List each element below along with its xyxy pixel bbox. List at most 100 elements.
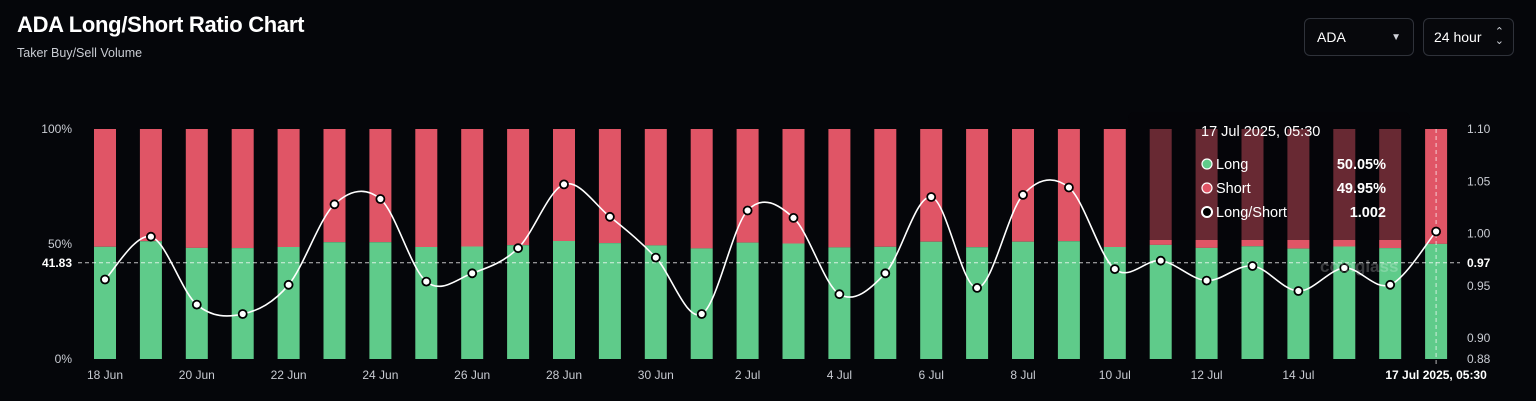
long-bar <box>553 241 575 359</box>
long-bar <box>1012 241 1034 359</box>
y-right-tick: 1.00 <box>1467 227 1491 241</box>
tooltip-value: 49.95% <box>1337 181 1386 197</box>
ratio-point <box>1018 189 1028 200</box>
ratio-point <box>742 205 753 216</box>
long-bar <box>966 247 989 359</box>
y-right-tick: 0.88 <box>1467 352 1491 366</box>
tooltip-value: 50.05% <box>1337 157 1386 173</box>
long-bar <box>1103 247 1126 359</box>
short-bar <box>874 129 897 247</box>
caret-down-icon: ▼ <box>1391 31 1401 43</box>
long-bar <box>828 247 851 359</box>
tooltip-label: Long/Short <box>1216 205 1287 221</box>
ratio-point <box>283 279 294 290</box>
ratio-point <box>191 299 202 310</box>
ratio-line <box>104 179 1437 317</box>
short-bar <box>507 129 530 246</box>
tooltip-title: 17 Jul 2025, 05:30 <box>1201 124 1320 140</box>
long-bar <box>139 241 162 359</box>
long-bar <box>874 246 897 359</box>
short-bar <box>598 129 621 244</box>
ratio-point <box>559 179 569 190</box>
long-bar <box>782 243 805 359</box>
long-bar <box>507 245 530 359</box>
interval-select-value: 24 hour <box>1434 29 1482 45</box>
x-tick: 8 Jul <box>1010 368 1035 382</box>
x-tick: 2 Jul <box>735 368 760 382</box>
short-bar <box>94 129 116 247</box>
short-bar <box>323 129 346 243</box>
short-bar <box>828 129 851 248</box>
ratio-point <box>1247 261 1258 271</box>
ratio-point <box>1064 182 1074 193</box>
tooltip-swatch-2 <box>1201 206 1213 218</box>
ratio-point <box>375 194 386 204</box>
ratio-point <box>513 243 523 254</box>
ratio-point <box>880 268 891 279</box>
ratio-point <box>696 309 707 319</box>
x-tick: 12 Jul <box>1191 368 1223 382</box>
crosshair-x-label-bg <box>1376 366 1494 384</box>
crosshair-right-label: 0.97 <box>1467 256 1491 270</box>
long-bar <box>369 242 392 359</box>
ratio-point <box>1109 264 1120 275</box>
short-bar <box>461 129 484 247</box>
symbol-select-value: ADA <box>1317 29 1346 45</box>
crosshair-x-label: 17 Jul 2025, 05:30 <box>1385 368 1487 382</box>
tooltip-value: 1.002 <box>1350 205 1386 221</box>
x-tick: 10 Jul <box>1099 368 1131 382</box>
short-bar <box>1103 129 1126 247</box>
crosshair-left-label: 41.83 <box>42 256 72 270</box>
ratio-point <box>421 276 432 287</box>
ratio-point <box>834 289 845 300</box>
page-title: ADA Long/Short Ratio Chart <box>17 12 305 37</box>
long-bar <box>1425 243 1448 359</box>
tooltip-label: Long <box>1216 157 1248 173</box>
x-tick: 22 Jun <box>271 368 307 382</box>
long-bar <box>1333 246 1356 359</box>
page-subtitle: Taker Buy/Sell Volume <box>17 46 143 60</box>
ratio-point <box>145 231 156 242</box>
short-bar <box>920 129 943 242</box>
symbol-select[interactable]: ADA ▼ <box>1304 18 1414 56</box>
x-tick: 4 Jul <box>827 368 852 382</box>
y-right-tick: 1.10 <box>1467 122 1491 136</box>
ratio-point <box>972 282 982 293</box>
short-bar <box>277 129 300 247</box>
ratio-point <box>605 211 615 222</box>
short-bar <box>231 129 254 249</box>
short-bar <box>690 129 713 249</box>
tooltip-label: Short <box>1216 181 1251 197</box>
ratio-point <box>467 268 478 279</box>
short-bar <box>1012 129 1034 242</box>
tooltip-swatch-0 <box>1201 158 1213 170</box>
short-bar <box>415 129 438 247</box>
ratio-point <box>100 274 110 285</box>
ratio-point <box>329 199 340 210</box>
short-bar <box>139 129 162 242</box>
x-tick: 30 Jun <box>638 368 674 382</box>
short-bar <box>369 129 392 243</box>
ratio-point <box>1293 286 1304 296</box>
ratio-point <box>1155 255 1166 266</box>
y-right-tick: 0.95 <box>1467 279 1491 293</box>
interval-select[interactable]: 24 hour ⌃ ⌄ <box>1423 18 1514 56</box>
long-bar <box>1149 244 1172 359</box>
long-bar <box>415 247 438 359</box>
ratio-point <box>1385 279 1396 290</box>
long-bar <box>1195 247 1218 359</box>
up-down-chevron-icon: ⌃ ⌄ <box>1494 26 1504 47</box>
ratio-point <box>788 212 799 223</box>
long-bar <box>598 243 621 359</box>
y-right-tick: 1.05 <box>1467 174 1491 188</box>
ratio-point <box>1201 275 1212 286</box>
long-bar <box>644 245 667 359</box>
long-bar <box>277 247 300 359</box>
short-bar <box>782 129 805 244</box>
watermark: coinglass <box>1320 257 1398 276</box>
tooltip-swatch-1 <box>1201 182 1213 194</box>
long-bar <box>736 242 759 359</box>
long-bar <box>1241 246 1264 359</box>
short-bar <box>644 129 667 246</box>
